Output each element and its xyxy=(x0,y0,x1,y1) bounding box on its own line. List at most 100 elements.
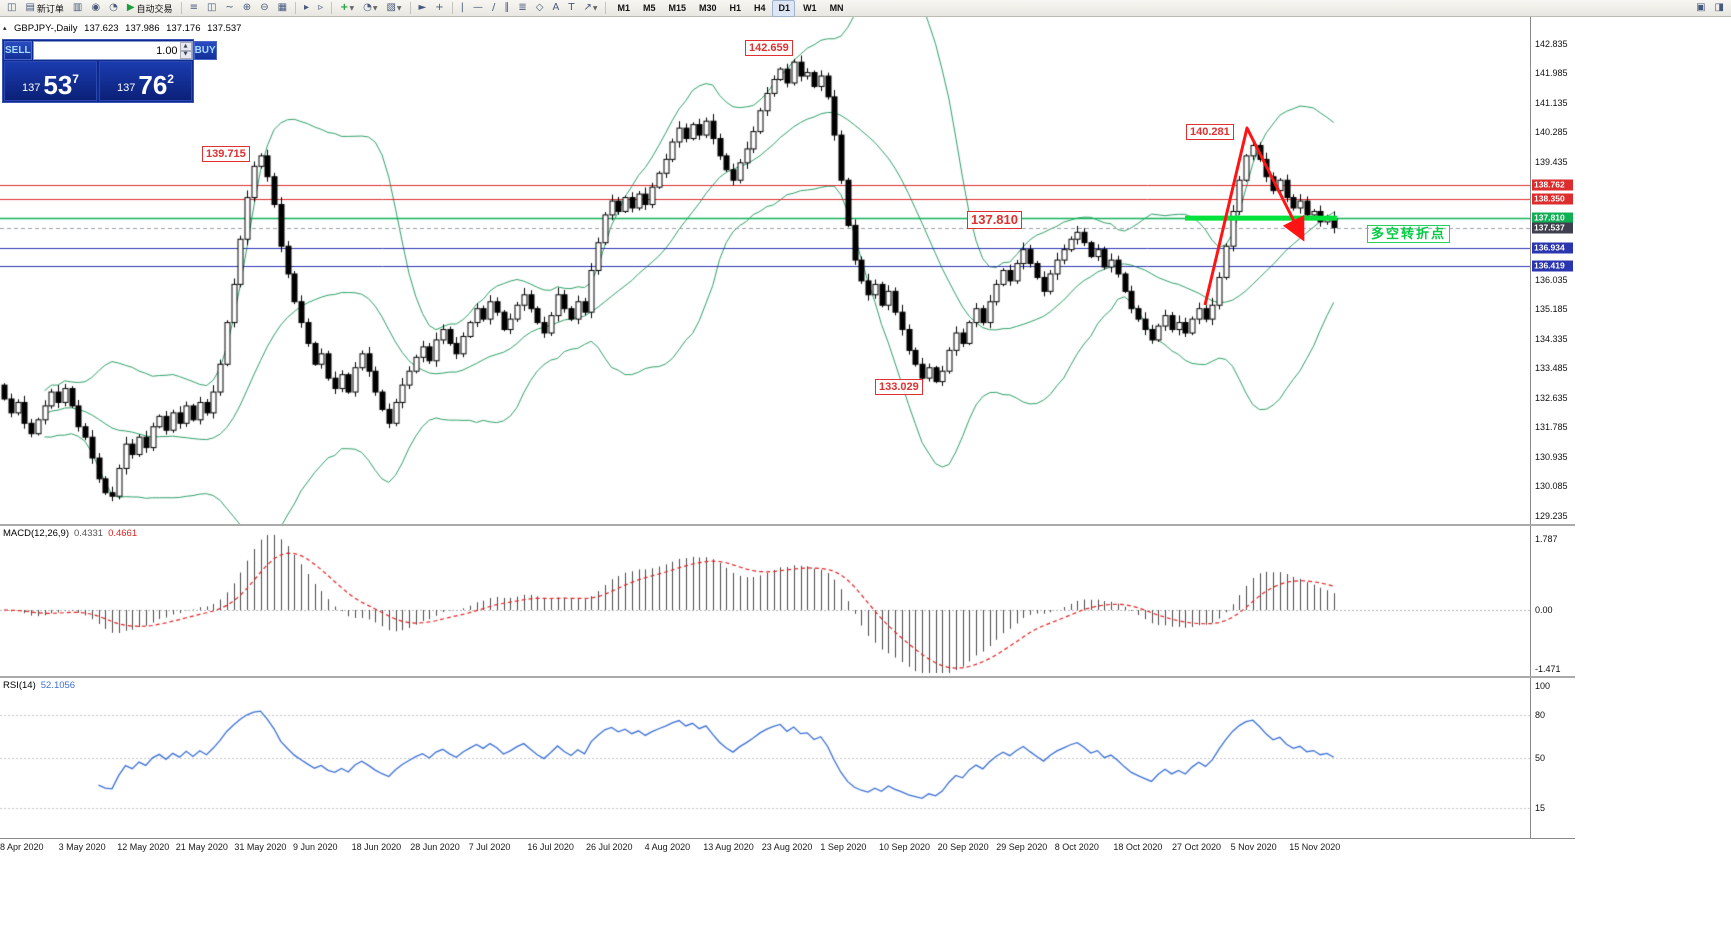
auto-scroll-button[interactable]: ▸ xyxy=(300,0,313,17)
main-chart-canvas[interactable] xyxy=(0,17,1530,524)
trendline-tool-button[interactable]: / xyxy=(488,0,499,17)
sell-price-sup: 7 xyxy=(72,72,79,86)
text-tool-icon: A xyxy=(552,2,560,13)
rsi-panel: RSI(14) 52.1056 100 80 50 15 xyxy=(0,678,1731,838)
arrows-tool-button[interactable]: ↗ ▼ xyxy=(579,0,601,17)
candles-mode-button[interactable]: ◫ xyxy=(203,0,220,17)
print-preview-button[interactable]: ◨ xyxy=(1711,0,1728,17)
indicators-dropdown-icon[interactable]: ▼ xyxy=(349,4,355,12)
bars-mode-button[interactable]: ≡ xyxy=(186,0,202,17)
strategy-tester-button[interactable]: ◔ xyxy=(105,0,122,17)
rsi-label: RSI(14) 52.1056 xyxy=(3,680,75,691)
rsi-axis-label: 80 xyxy=(1535,709,1546,720)
tf-h1-button[interactable]: H1 xyxy=(723,0,747,17)
price-axis[interactable]: 142.835 141.985 141.135 140.285 139.435 136.0… xyxy=(1530,17,1575,524)
horizontal-line-tool-button[interactable]: — xyxy=(469,0,487,17)
tf-m5-button[interactable]: M5 xyxy=(636,0,661,17)
sell-price-big: 53 xyxy=(43,70,73,100)
rsi-axis[interactable]: 100 80 50 15 xyxy=(1530,678,1575,838)
price-axis-label: 139.435 xyxy=(1535,156,1568,167)
line-mode-icon: ~ xyxy=(225,2,234,13)
fibonacci-tool-button[interactable]: ≣ xyxy=(514,0,530,17)
chart-profiles-button[interactable]: ▥ xyxy=(69,0,86,17)
periods-button[interactable]: ◔ ▼ xyxy=(359,0,381,17)
panel-splitter[interactable] xyxy=(0,524,1575,526)
time-axis[interactable]: 8 Apr 2020 3 May 2020 12 May 2020 21 May 20… xyxy=(0,838,1575,857)
print-icon: ▣ xyxy=(1696,2,1706,13)
date-axis-label: 18 Oct 2020 xyxy=(1113,842,1163,852)
tf-d1-button[interactable]: D1 xyxy=(771,0,796,17)
periods-dropdown-icon[interactable]: ▼ xyxy=(372,4,378,12)
tf-h4-label: H4 xyxy=(754,3,766,13)
rsi-canvas[interactable] xyxy=(0,678,1530,838)
toolbar-separator xyxy=(180,2,182,14)
tf-m1-button[interactable]: M1 xyxy=(610,0,635,17)
one-click-toggle-icon[interactable]: ▴ xyxy=(3,24,7,32)
volume-down-button[interactable]: ▼ xyxy=(179,50,192,59)
chart-shift-button[interactable]: ▹ xyxy=(314,0,327,17)
price-tag: 138.350 xyxy=(1532,193,1573,205)
shapes-tool-button[interactable]: ◇ xyxy=(532,0,548,17)
templates-button[interactable]: ▧ ▼ xyxy=(382,0,405,17)
date-axis-label: 29 Sep 2020 xyxy=(996,842,1048,852)
price-tag: 136.419 xyxy=(1532,260,1573,272)
auto-scroll-icon: ▸ xyxy=(304,2,310,13)
new-chart-button[interactable]: ◫ xyxy=(3,0,20,17)
text-tool-button[interactable]: A xyxy=(548,0,563,17)
market-watch-button[interactable]: ◉ xyxy=(87,0,104,17)
label-tool-button[interactable]: T xyxy=(564,0,578,17)
auto-trading-button[interactable]: ▶ 自动交易 xyxy=(123,0,177,17)
price-axis-label: 142.835 xyxy=(1535,38,1568,49)
tf-m15-button[interactable]: M15 xyxy=(661,0,691,17)
new-order-label: 新订单 xyxy=(36,3,64,14)
channel-tool-button[interactable]: ∥ xyxy=(500,0,513,17)
price-axis-label: 140.285 xyxy=(1535,127,1568,138)
price-flag-annotation: 139.715 xyxy=(202,146,250,162)
panel-splitter[interactable] xyxy=(0,676,1575,678)
tf-h4-button[interactable]: H4 xyxy=(747,0,771,17)
date-axis-label: 5 Nov 2020 xyxy=(1230,842,1277,852)
buy-price-display[interactable]: 137 76 2 xyxy=(99,61,192,101)
zoom-out-button[interactable]: ⊖ xyxy=(256,0,272,17)
arrows-tool-dropdown-icon[interactable]: ▼ xyxy=(592,4,598,12)
tf-d1-label: D1 xyxy=(778,3,791,13)
macd-label: MACD(12,26,9) 0.4331 0.4661 xyxy=(3,528,137,539)
vertical-line-tool-button[interactable]: | xyxy=(457,0,468,17)
rsi-axis-label: 50 xyxy=(1535,753,1546,763)
price-axis-label: 132.635 xyxy=(1535,392,1568,403)
zoom-in-button[interactable]: ⊕ xyxy=(239,0,255,17)
price-flag-annotation: 140.281 xyxy=(1186,124,1234,140)
toolbar-separator xyxy=(451,2,453,14)
volume-input[interactable] xyxy=(33,42,180,59)
volume-field: ▲ ▼ xyxy=(32,41,193,60)
print-button[interactable]: ▣ xyxy=(1692,0,1709,17)
price-tag: 138.762 xyxy=(1532,179,1573,191)
tf-mn-button[interactable]: MN xyxy=(823,0,849,17)
indicators-button[interactable]: + ▼ xyxy=(336,0,358,17)
cursor-tool-button[interactable]: ► xyxy=(415,0,431,17)
arrows-tool-icon: ↗ xyxy=(583,2,592,13)
toolbar-separator xyxy=(409,2,411,14)
templates-dropdown-icon[interactable]: ▼ xyxy=(396,4,402,12)
date-axis-label: 31 May 2020 xyxy=(234,842,287,852)
tile-windows-button[interactable]: ▦ xyxy=(274,0,291,17)
crosshair-tool-icon: + xyxy=(435,2,444,13)
line-mode-button[interactable]: ~ xyxy=(221,0,237,17)
periods-icon: ◔ xyxy=(363,2,372,13)
trendline-tool-icon: / xyxy=(492,2,496,13)
tf-h1-label: H1 xyxy=(729,3,742,13)
date-axis-label: 26 Jul 2020 xyxy=(586,842,633,852)
sell-price-display[interactable]: 137 53 7 xyxy=(4,61,97,101)
tf-w1-button[interactable]: W1 xyxy=(796,0,822,17)
buy-button[interactable]: BUY xyxy=(193,41,217,60)
volume-up-button[interactable]: ▲ xyxy=(179,42,192,51)
close-value: 137.537 xyxy=(207,23,242,34)
sell-button[interactable]: SELL xyxy=(4,41,32,60)
macd-panel: MACD(12,26,9) 0.4331 0.4661 1.787 0.00 -1.47… xyxy=(0,526,1731,676)
macd-axis[interactable]: 1.787 0.00 -1.471 xyxy=(1530,526,1575,676)
crosshair-tool-button[interactable]: + xyxy=(431,0,447,17)
macd-canvas[interactable] xyxy=(0,526,1530,676)
label-tool-icon: T xyxy=(568,2,575,13)
tf-m30-button[interactable]: M30 xyxy=(692,0,722,17)
new-order-button[interactable]: ▤ 新订单 xyxy=(21,0,67,17)
